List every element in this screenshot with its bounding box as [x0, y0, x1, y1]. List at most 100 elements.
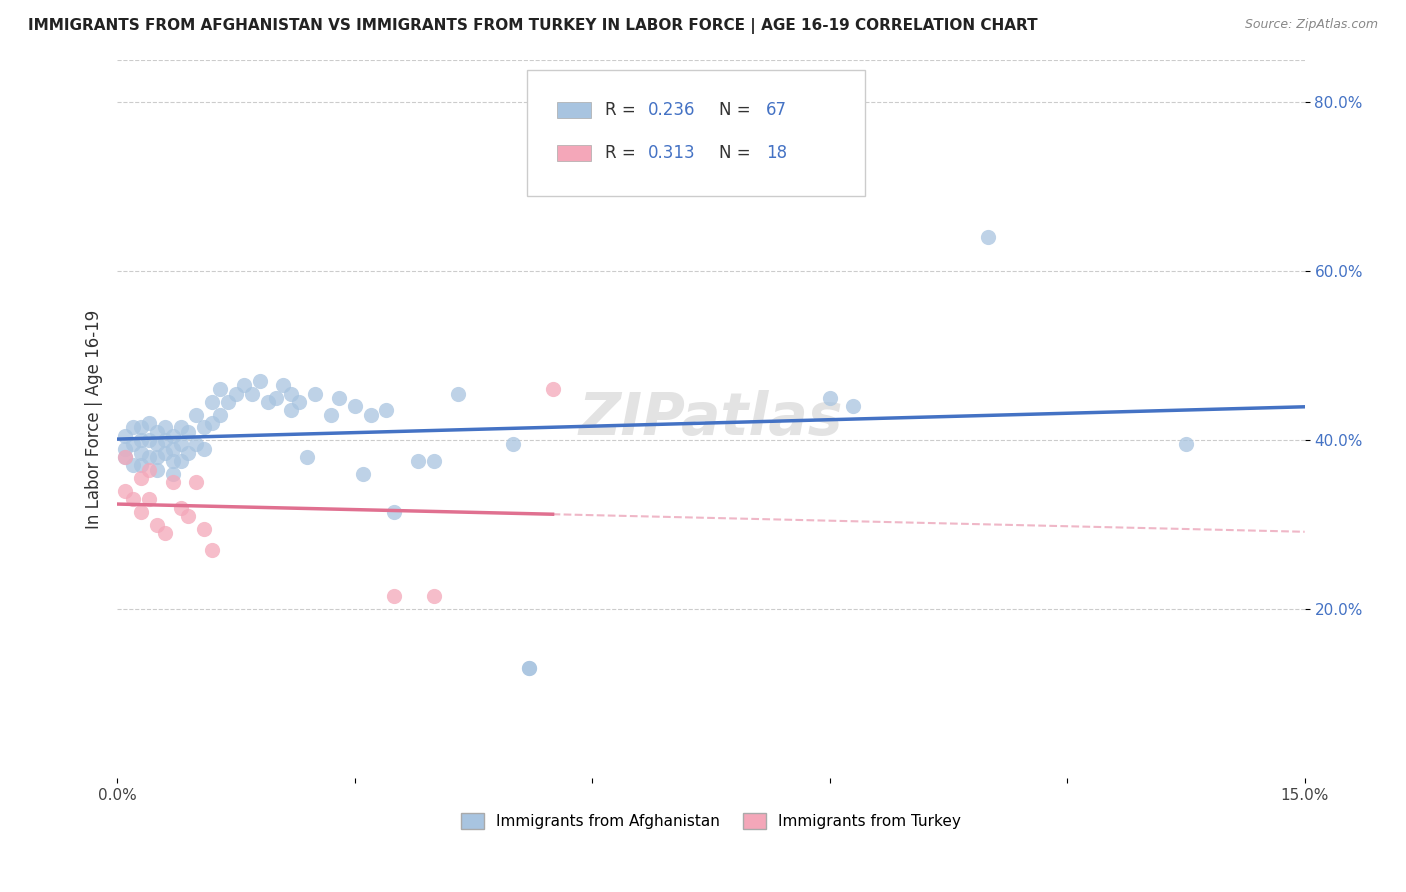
Point [193, 420, 215, 434]
Point [153, 420, 176, 434]
Point [193, 522, 215, 536]
Point [114, 483, 136, 498]
Point [169, 500, 191, 515]
Point [162, 442, 184, 456]
Text: IMMIGRANTS FROM AFGHANISTAN VS IMMIGRANTS FROM TURKEY IN LABOR FORCE | AGE 16-19: IMMIGRANTS FROM AFGHANISTAN VS IMMIGRANT… [28, 18, 1038, 34]
FancyBboxPatch shape [527, 70, 865, 196]
Point [193, 442, 215, 456]
Point [541, 382, 564, 396]
Point [295, 450, 318, 464]
Point [382, 505, 405, 519]
Point [818, 391, 841, 405]
Point [146, 425, 169, 439]
Point [138, 433, 160, 447]
Point [162, 429, 184, 443]
Point [256, 395, 278, 409]
Point [1174, 437, 1197, 451]
Point [352, 467, 374, 481]
Point [169, 454, 191, 468]
Point [177, 425, 200, 439]
Point [517, 661, 540, 675]
Text: R =: R = [605, 101, 641, 119]
Point [375, 403, 398, 417]
Point [186, 408, 208, 422]
Point [201, 543, 224, 558]
Point [343, 399, 366, 413]
Point [264, 391, 287, 405]
Point [146, 517, 169, 532]
Text: 67: 67 [766, 101, 787, 119]
Point [138, 416, 160, 430]
FancyBboxPatch shape [557, 102, 591, 118]
Point [129, 471, 152, 485]
Point [201, 395, 224, 409]
Point [129, 433, 152, 447]
Point [146, 437, 169, 451]
Point [217, 395, 239, 409]
Point [153, 526, 176, 541]
Y-axis label: In Labor Force | Age 16-19: In Labor Force | Age 16-19 [86, 310, 103, 529]
Point [328, 391, 350, 405]
Point [360, 408, 382, 422]
Text: N =: N = [718, 144, 755, 162]
Text: ZIPatlas: ZIPatlas [579, 391, 844, 448]
Point [138, 450, 160, 464]
Point [129, 420, 152, 434]
Point [280, 386, 302, 401]
Point [169, 437, 191, 451]
Point [162, 454, 184, 468]
FancyBboxPatch shape [557, 145, 591, 161]
Point [225, 386, 247, 401]
Point [122, 420, 145, 434]
Point [186, 437, 208, 451]
Point [209, 382, 232, 396]
Point [423, 590, 446, 604]
Point [517, 661, 540, 675]
Point [114, 442, 136, 456]
Point [162, 475, 184, 490]
Point [201, 416, 224, 430]
Point [169, 420, 191, 434]
Point [249, 374, 271, 388]
Point [146, 450, 169, 464]
Point [138, 462, 160, 476]
Text: 0.236: 0.236 [648, 101, 695, 119]
Point [122, 437, 145, 451]
Point [114, 450, 136, 464]
Point [114, 429, 136, 443]
Point [122, 458, 145, 473]
Point [153, 433, 176, 447]
Point [406, 454, 429, 468]
Point [446, 386, 468, 401]
Point [232, 378, 254, 392]
Legend: Immigrants from Afghanistan, Immigrants from Turkey: Immigrants from Afghanistan, Immigrants … [454, 807, 967, 835]
Point [842, 399, 865, 413]
Point [186, 475, 208, 490]
Point [288, 395, 311, 409]
Point [273, 378, 295, 392]
Point [129, 458, 152, 473]
Point [502, 437, 524, 451]
Point [177, 446, 200, 460]
Point [129, 505, 152, 519]
Point [280, 403, 302, 417]
Text: Source: ZipAtlas.com: Source: ZipAtlas.com [1244, 18, 1378, 31]
Point [177, 509, 200, 524]
Point [122, 492, 145, 507]
Point [382, 590, 405, 604]
Point [146, 462, 169, 476]
Point [319, 408, 342, 422]
Point [423, 454, 446, 468]
Text: N =: N = [718, 101, 755, 119]
Point [153, 446, 176, 460]
Text: R =: R = [605, 144, 641, 162]
Text: 0.313: 0.313 [648, 144, 695, 162]
Point [138, 492, 160, 507]
Text: 18: 18 [766, 144, 787, 162]
Point [162, 467, 184, 481]
Point [209, 408, 232, 422]
Point [304, 386, 326, 401]
Point [129, 446, 152, 460]
Point [240, 386, 263, 401]
Point [114, 450, 136, 464]
